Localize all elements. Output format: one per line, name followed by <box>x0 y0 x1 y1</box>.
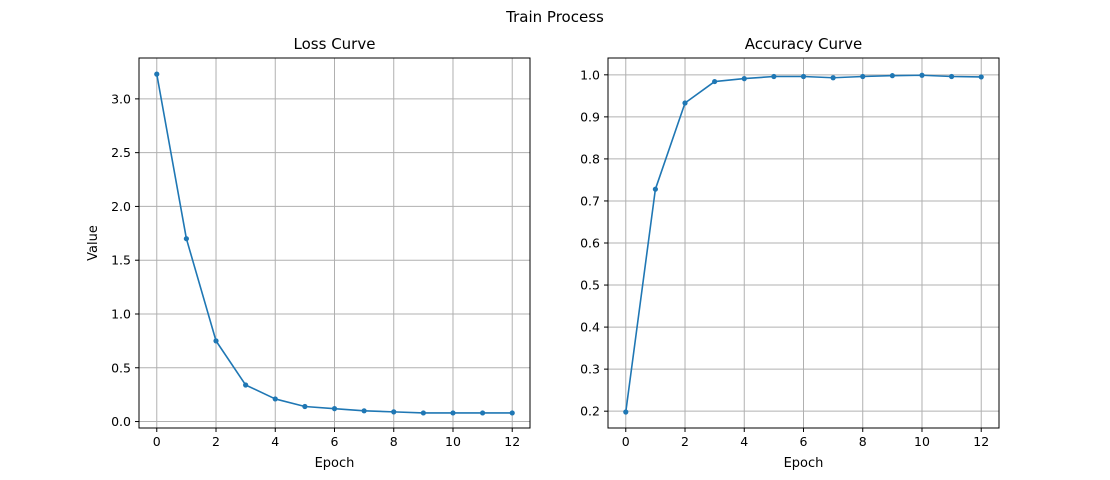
accuracy-curve-data-point <box>682 100 688 106</box>
accuracy-curve-x-tick-label: 0 <box>622 434 630 449</box>
loss-curve-title: Loss Curve <box>294 35 376 53</box>
accuracy-curve-y-tick-label: 0.7 <box>580 193 600 208</box>
figure-suptitle: Train Process <box>505 8 604 26</box>
accuracy-curve-x-tick-label: 10 <box>914 434 930 449</box>
accuracy-curve-y-tick-label: 0.6 <box>580 236 600 251</box>
loss-curve-x-tick-label: 2 <box>212 434 220 449</box>
loss-curve-x-tick-label: 8 <box>390 434 398 449</box>
loss-curve-x-tick-label: 0 <box>153 434 161 449</box>
loss-curve-data-point <box>154 71 160 77</box>
loss-curve-xlabel: Epoch <box>315 456 355 471</box>
accuracy-curve-x-tick-label: 4 <box>740 434 748 449</box>
accuracy-curve-y-tick-label: 0.9 <box>580 109 600 124</box>
accuracy-curve-y-tick-label: 0.3 <box>580 362 600 377</box>
accuracy-curve-x-tick-label: 2 <box>681 434 689 449</box>
loss-curve-data-point <box>243 382 249 388</box>
accuracy-curve-data-point <box>623 409 629 415</box>
accuracy-curve-frame <box>607 57 1000 429</box>
loss-curve-y-tick-label: 0.0 <box>111 414 131 429</box>
accuracy-curve-y-tick-label: 0.8 <box>580 151 600 166</box>
accuracy-curve-data-point <box>949 73 955 80</box>
loss-curve-y-tick-label: 1.5 <box>111 253 131 268</box>
loss-curve-data-point <box>302 403 308 410</box>
accuracy-curve-data-point <box>889 73 895 79</box>
loss-curve-x-tick-label: 10 <box>445 434 461 449</box>
accuracy-curve-xlabel: Epoch <box>784 456 824 471</box>
loss-curve-data-point <box>331 406 338 412</box>
loss-curve-panel: 0 2 4 6 8 10 12 0.0 0.5 1.0 1.5 2.0 2.5 3.0 Loss Curv… <box>86 35 531 471</box>
accuracy-curve-x-tick-label: 8 <box>859 434 867 449</box>
accuracy-curve-data-point <box>830 75 836 81</box>
loss-curve-data-point <box>183 236 189 242</box>
loss-curve-data-point <box>272 396 278 402</box>
loss-curve-data-point <box>361 408 367 414</box>
loss-curve-y-tick-label: 1.0 <box>111 306 131 321</box>
loss-curve-data-point <box>480 410 486 416</box>
accuracy-curve-y-tick-label: 0.2 <box>580 404 600 419</box>
accuracy-curve-panel: 0 2 4 6 8 10 12 0.2 0.3 0.4 0.5 0.6 0.7 0.8 0.9 1.0 Acc… <box>580 35 1000 471</box>
accuracy-curve-data-point <box>860 73 866 80</box>
loss-curve-data-point <box>509 410 515 416</box>
accuracy-curve-title: Accuracy Curve <box>745 35 863 53</box>
accuracy-curve-x-tick-label: 6 <box>800 434 808 449</box>
loss-curve-x-tick-label: 6 <box>331 434 339 449</box>
loss-curve-data-point <box>391 409 397 415</box>
accuracy-curve-y-tick-label: 0.4 <box>580 320 600 335</box>
loss-curve-data-point <box>450 410 456 416</box>
loss-curve-y-tick-label: 2.5 <box>111 145 131 160</box>
accuracy-curve-data-point <box>919 72 925 78</box>
accuracy-curve-y-tick-label: 1.0 <box>580 67 600 82</box>
accuracy-curve-x-tick-label: 12 <box>973 434 989 449</box>
loss-curve-ylabel: Value <box>86 225 101 261</box>
accuracy-curve-data-point <box>771 73 777 80</box>
loss-curve-y-tick-label: 2.0 <box>111 199 131 214</box>
loss-curve-y-tick-label: 3.0 <box>111 91 131 106</box>
accuracy-curve-data-point <box>741 76 747 82</box>
loss-curve-y-tick-label: 0.5 <box>111 360 131 375</box>
accuracy-curve-data-point <box>712 78 718 85</box>
loss-curve-x-tick-label: 4 <box>271 434 279 449</box>
loss-curve-x-tick-label: 12 <box>504 434 520 449</box>
accuracy-curve-data-point <box>978 74 984 80</box>
loss-curve-data-point <box>213 338 219 344</box>
accuracy-curve-y-tick-label: 0.5 <box>580 278 600 293</box>
loss-curve-data-point <box>420 410 426 416</box>
accuracy-curve-data-point <box>800 73 807 80</box>
loss-curve-frame <box>138 57 531 429</box>
accuracy-curve-data-point <box>652 186 658 192</box>
